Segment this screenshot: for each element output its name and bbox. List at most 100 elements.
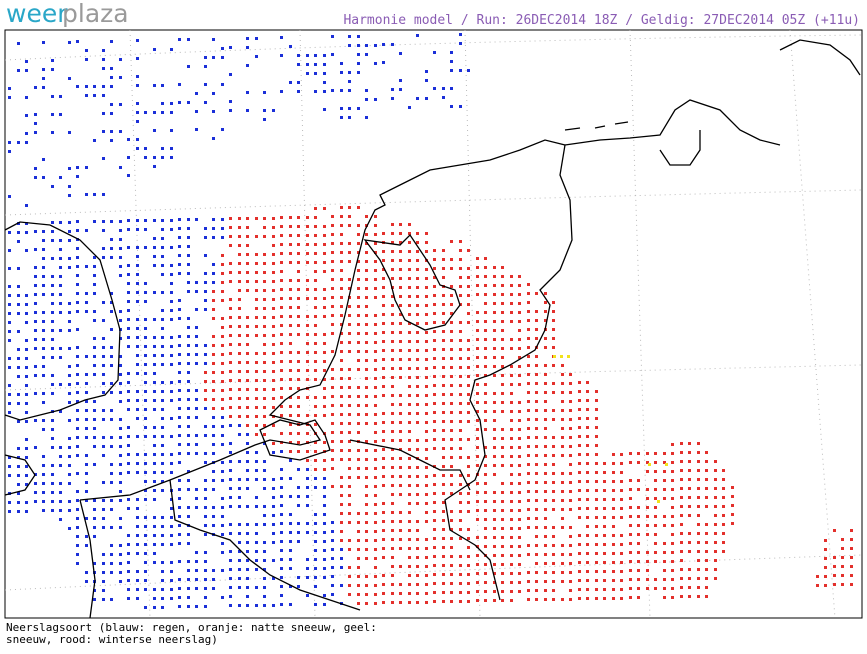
dot — [391, 547, 394, 550]
dot — [42, 230, 45, 233]
dot — [306, 522, 309, 525]
dot — [263, 325, 266, 328]
dot — [178, 560, 181, 563]
dot — [144, 552, 147, 555]
dot — [331, 296, 334, 299]
dot — [705, 586, 708, 589]
dot — [170, 318, 173, 321]
dot — [425, 457, 428, 460]
dot — [204, 344, 207, 347]
dot — [552, 481, 555, 484]
dot — [289, 450, 292, 453]
dot — [51, 392, 54, 395]
dot — [255, 541, 258, 544]
dot — [297, 333, 300, 336]
dot — [340, 386, 343, 389]
dot — [510, 464, 513, 467]
dot — [195, 605, 198, 608]
dot — [127, 390, 130, 393]
dot — [561, 553, 564, 556]
dot — [280, 405, 283, 408]
dot — [212, 317, 215, 320]
dot — [433, 366, 436, 369]
dot — [178, 218, 181, 221]
dot — [127, 399, 130, 402]
dot — [323, 54, 326, 57]
dot — [595, 471, 598, 474]
dot — [382, 538, 385, 541]
dot — [663, 479, 666, 482]
dot — [238, 388, 241, 391]
dot — [425, 385, 428, 388]
dot — [119, 103, 122, 106]
dot — [510, 401, 513, 404]
dot — [535, 427, 538, 430]
dot — [195, 578, 198, 581]
dot — [374, 215, 377, 218]
dot — [246, 46, 249, 49]
dot — [272, 451, 275, 454]
dot — [323, 351, 326, 354]
dot — [229, 586, 232, 589]
dot — [51, 419, 54, 422]
dot — [68, 329, 71, 332]
dot — [391, 313, 394, 316]
dot — [552, 364, 555, 367]
dot — [119, 427, 122, 430]
dot — [263, 253, 266, 256]
dot — [297, 261, 300, 264]
dot — [51, 500, 54, 503]
dot — [501, 581, 504, 584]
dot — [501, 464, 504, 467]
dot — [433, 546, 436, 549]
coastlines — [4, 39, 861, 619]
dot — [374, 575, 377, 578]
dot — [382, 277, 385, 280]
dot — [569, 553, 572, 556]
dot — [314, 378, 317, 381]
dot — [76, 499, 79, 502]
dot — [348, 548, 351, 551]
dot — [119, 130, 122, 133]
dot — [637, 560, 640, 563]
dot — [212, 236, 215, 239]
dot — [34, 122, 37, 125]
dot — [637, 452, 640, 455]
dot — [170, 228, 173, 231]
dot — [127, 273, 130, 276]
dot — [59, 284, 62, 287]
dot — [34, 113, 37, 116]
dot — [476, 518, 479, 521]
dot — [578, 588, 581, 591]
dot — [51, 329, 54, 332]
dot — [238, 460, 241, 463]
dot — [357, 530, 360, 533]
dot — [535, 292, 538, 295]
dot — [399, 592, 402, 595]
dot — [510, 446, 513, 449]
dot — [323, 522, 326, 525]
dot — [510, 437, 513, 440]
dot — [297, 288, 300, 291]
dot — [399, 259, 402, 262]
legend-line-2: sneeuw, rood: winterse neerslag) — [6, 633, 218, 646]
dot — [25, 222, 28, 225]
dot — [144, 435, 147, 438]
dot — [110, 445, 113, 448]
dot — [34, 248, 37, 251]
dot — [657, 500, 660, 503]
dot — [374, 413, 377, 416]
dot — [518, 581, 521, 584]
dot — [8, 366, 11, 369]
dot — [314, 216, 317, 219]
dot — [272, 406, 275, 409]
dot — [433, 510, 436, 513]
dot — [331, 413, 334, 416]
dot — [365, 215, 368, 218]
dot — [433, 411, 436, 414]
dot — [408, 556, 411, 559]
dot — [170, 309, 173, 312]
dot — [68, 131, 71, 134]
dot — [595, 453, 598, 456]
dot — [510, 590, 513, 593]
